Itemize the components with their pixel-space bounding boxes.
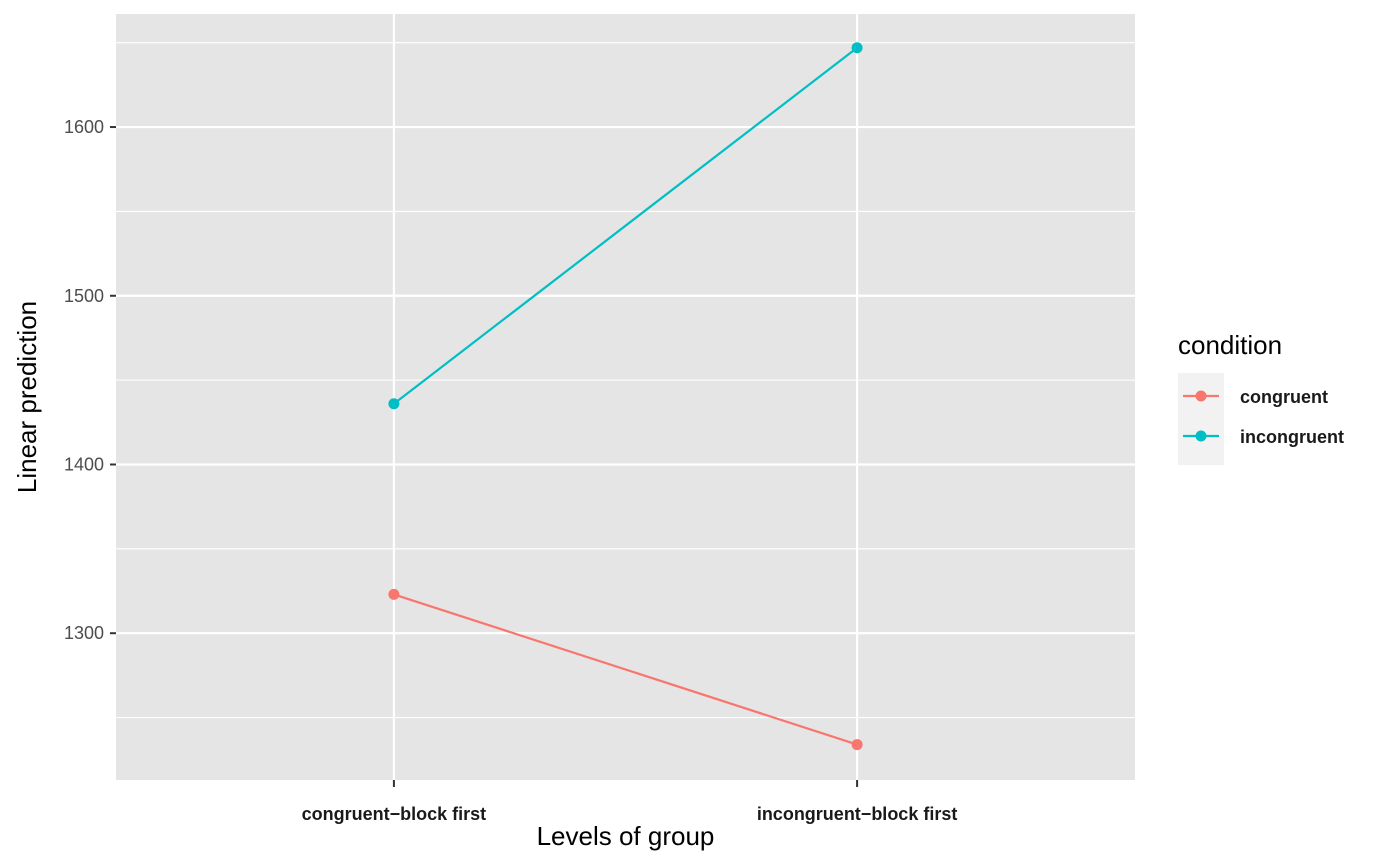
y-tick-label: 1600 [64, 117, 104, 137]
legend-entries: congruent incongruent [1180, 377, 1344, 455]
data-point-congruent [388, 588, 400, 600]
x-axis-title: Levels of group [537, 821, 715, 851]
series-line-congruent [393, 593, 858, 746]
y-axis-title: Linear prediction [12, 301, 42, 493]
y-tick-label: 1300 [64, 623, 104, 643]
minor-gridlines [116, 42, 1135, 719]
x-tick-label: incongruent−block first [757, 804, 958, 824]
series-points [388, 42, 863, 751]
legend-label-congruent: congruent [1240, 387, 1328, 407]
data-point-incongruent [388, 398, 400, 410]
x-tick-label: congruent−block first [302, 804, 487, 824]
legend-key-point-incongruent [1195, 430, 1207, 442]
x-axis-ticks: congruent−block first incongruent−block f… [302, 780, 958, 824]
legend: condition congruent incongruent [1178, 330, 1344, 465]
y-axis-ticks: 1300 1400 1500 1600 [64, 117, 116, 643]
y-tick-label: 1400 [64, 454, 104, 474]
legend-key-point-congruent [1195, 390, 1207, 402]
plot-panel [116, 14, 1135, 780]
series-line-incongruent [393, 46, 858, 405]
data-point-incongruent [851, 42, 863, 54]
data-point-congruent [851, 739, 863, 751]
legend-title: condition [1178, 330, 1282, 360]
legend-label-incongruent: incongruent [1240, 427, 1344, 447]
y-tick-label: 1500 [64, 286, 104, 306]
major-gridlines [116, 14, 1135, 780]
series-lines [393, 46, 858, 746]
